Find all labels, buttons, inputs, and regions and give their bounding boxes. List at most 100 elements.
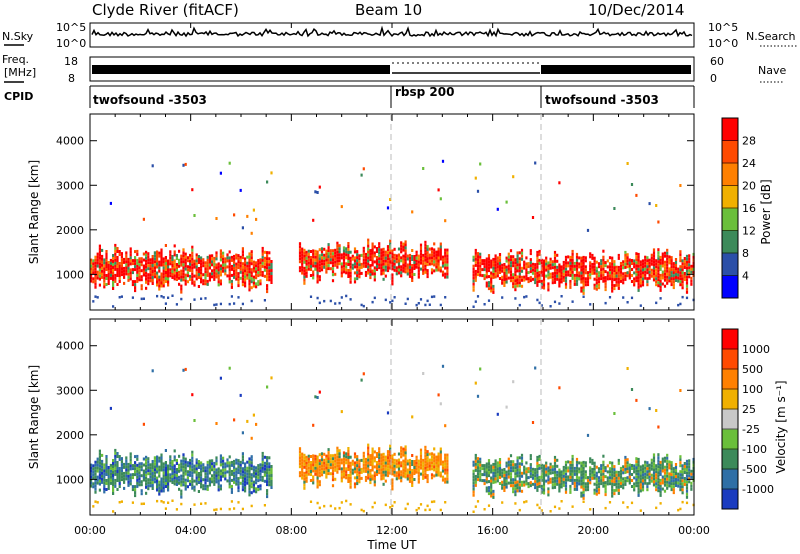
scatter-cell: [298, 456, 302, 460]
scatter-cell: [208, 263, 211, 267]
scatter-cell: [213, 265, 216, 269]
scatter-cell: [230, 469, 233, 473]
scatter-cell: [164, 259, 167, 262]
scatter-cell: [309, 256, 313, 259]
scatter-cell: [134, 265, 137, 269]
scatter-cell: [222, 465, 225, 469]
scatter-cell: [628, 267, 631, 271]
scatter-cell: [360, 262, 363, 266]
scatter-cell: [633, 485, 636, 489]
scatter-cell: [129, 256, 132, 260]
scatter-cell: [474, 257, 477, 261]
scatter-cell: [595, 275, 598, 279]
scatter-cell: [244, 272, 247, 276]
scatter-cell: [408, 262, 412, 266]
scatter-cell: [437, 458, 440, 462]
scatter-cell: [160, 281, 163, 285]
scatter-cell: [419, 503, 423, 506]
scatter-cell: [536, 268, 539, 272]
scatter-cell: [244, 260, 247, 264]
scatter-cell: [534, 269, 537, 273]
scatter-cell: [186, 476, 189, 480]
scatter-cell: [129, 473, 132, 477]
scatter-cell: [252, 413, 255, 417]
scatter-cell: [503, 278, 506, 281]
scatter-cell: [230, 273, 233, 277]
scatter-cell: [575, 469, 579, 473]
scatter-cell: [593, 277, 596, 281]
scatter-cell: [349, 298, 352, 301]
scatter-cell: [338, 259, 341, 263]
scatter-cell: [325, 472, 328, 476]
scatter-cell: [164, 467, 167, 470]
scatter-cell: [514, 475, 517, 479]
scatter-cell: [641, 473, 645, 477]
scatter-cell: [136, 454, 139, 458]
scatter-cell: [90, 472, 93, 476]
scatter-cell: [391, 466, 394, 470]
scatter-cell: [349, 473, 352, 477]
scatter-cell: [408, 461, 412, 465]
scatter-cell: [228, 507, 231, 511]
scatter-cell: [397, 452, 401, 456]
scatter-cell: [549, 477, 552, 481]
scatter-cell: [316, 467, 319, 471]
scatter-cell: [314, 457, 317, 461]
scatter-cell: [162, 462, 165, 466]
scatter-cell: [419, 451, 423, 455]
colorbar-tick-label: -500: [742, 463, 767, 476]
scatter-cell: [633, 470, 636, 474]
scatter-cell: [351, 257, 354, 261]
scatter-cell: [120, 472, 123, 476]
scatter-cell: [424, 454, 427, 458]
scatter-cell: [340, 410, 343, 414]
scatter-cell: [149, 469, 152, 473]
scatter-cell: [514, 279, 517, 283]
scatter-cell: [129, 277, 132, 281]
scatter-cell: [312, 252, 315, 256]
scatter-cell: [569, 255, 572, 259]
scatter-cell: [215, 480, 218, 484]
scatter-cell: [237, 477, 240, 481]
scatter-cell: [248, 466, 251, 470]
scatter-cell: [173, 259, 176, 263]
scatter-cell: [380, 456, 383, 460]
scatter-cell: [367, 256, 370, 260]
scatter-cell: [257, 473, 260, 477]
scatter-cell: [138, 272, 141, 276]
scatter-cell: [433, 295, 436, 298]
scatter-cell: [415, 464, 418, 468]
scatter-cell: [584, 482, 587, 486]
scatter-cell: [646, 277, 649, 281]
scatter-cell: [540, 490, 543, 494]
scatter-cell: [364, 264, 368, 268]
scatter-cell: [217, 283, 220, 287]
scatter-cell: [364, 270, 368, 274]
scatter-cell: [336, 467, 339, 471]
scatter-cell: [611, 485, 614, 489]
scatter-cell: [485, 474, 488, 478]
colorbar-segment: [722, 208, 738, 231]
scatter-cell: [331, 264, 335, 268]
scatter-cell: [309, 467, 313, 470]
scatter-cell: [266, 489, 269, 493]
scatter-cell: [551, 477, 554, 481]
scatter-cell: [485, 263, 488, 267]
scatter-cell: [523, 275, 526, 279]
scatter-cell: [437, 259, 440, 263]
scatter-cell: [248, 478, 251, 482]
scatter-cell: [186, 268, 189, 272]
scatter-cell: [301, 265, 304, 269]
scatter-cell: [637, 487, 640, 491]
scatter-cell: [595, 471, 598, 475]
scatter-cell: [211, 465, 214, 469]
scatter-cell: [371, 254, 374, 258]
scatter-cell: [331, 478, 335, 482]
scatter-cell: [303, 266, 306, 270]
scatter-cell: [386, 251, 390, 255]
scatter-cell: [329, 258, 332, 262]
scatter-cell: [325, 460, 328, 464]
scatter-cell: [428, 259, 431, 263]
scatter-cell: [406, 468, 409, 472]
scatter-cell: [358, 260, 361, 264]
